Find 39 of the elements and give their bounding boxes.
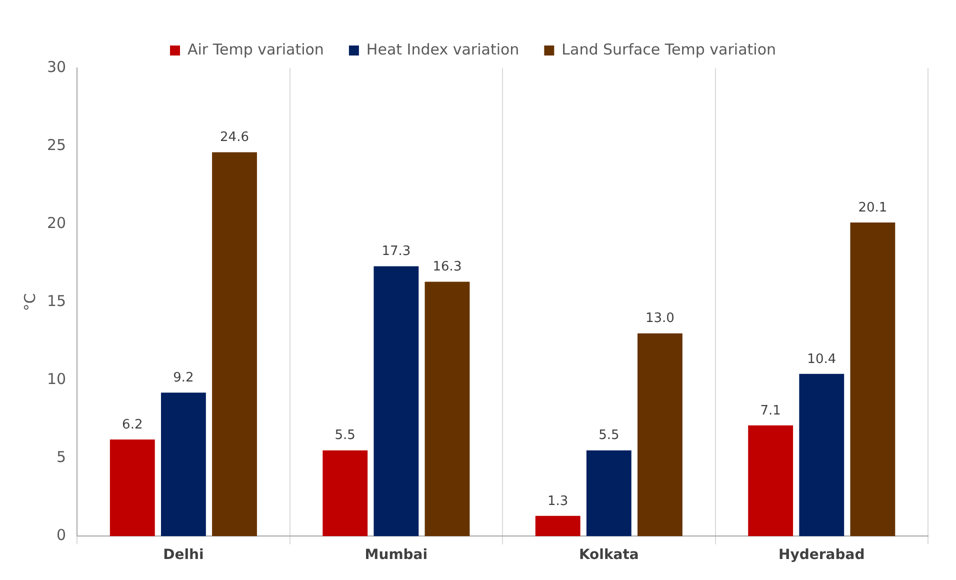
data-label: 9.2 (173, 370, 194, 386)
data-label: 17.3 (382, 244, 411, 260)
x-tick-label: Hyderabad (778, 547, 865, 564)
legend-label: Land Surface Temp variation (562, 40, 776, 58)
y-tick-label: 20 (46, 214, 66, 232)
bar (748, 425, 794, 536)
data-label: 13.0 (645, 311, 674, 326)
bar (374, 266, 419, 536)
y-tick-label: 5 (56, 448, 66, 466)
y-tick-label: 25 (46, 136, 66, 154)
y-tick-label: 15 (46, 292, 66, 310)
data-label: 5.5 (334, 428, 356, 444)
bar (160, 392, 206, 536)
y-tick-label: 0 (56, 526, 66, 544)
y-tick-label: 30 (46, 58, 66, 76)
data-label: 1.3 (548, 494, 568, 509)
bar (322, 450, 368, 536)
data-label: 10.4 (807, 352, 836, 367)
bar (586, 450, 632, 536)
y-axis-title: °C (20, 293, 39, 312)
data-label: 24.6 (220, 130, 249, 146)
data-label: 6.2 (122, 417, 143, 432)
x-tick-label: Mumbai (364, 547, 428, 564)
legend-label: Air Temp variation (188, 40, 324, 58)
legend-label: Heat Index variation (366, 40, 520, 58)
data-label: 16.3 (432, 260, 462, 275)
data-label: 20.1 (858, 200, 888, 216)
bar (110, 439, 155, 536)
bar (799, 374, 844, 536)
bar (638, 333, 682, 536)
x-tick-label: Kolkata (578, 547, 639, 564)
data-label: 5.5 (598, 428, 620, 444)
bar (424, 282, 470, 536)
bar (535, 516, 580, 536)
x-tick-label: Delhi (163, 547, 204, 564)
bar (850, 222, 896, 536)
data-label: 7.1 (760, 403, 781, 418)
y-tick-label: 10 (46, 370, 66, 388)
bar (212, 152, 257, 536)
